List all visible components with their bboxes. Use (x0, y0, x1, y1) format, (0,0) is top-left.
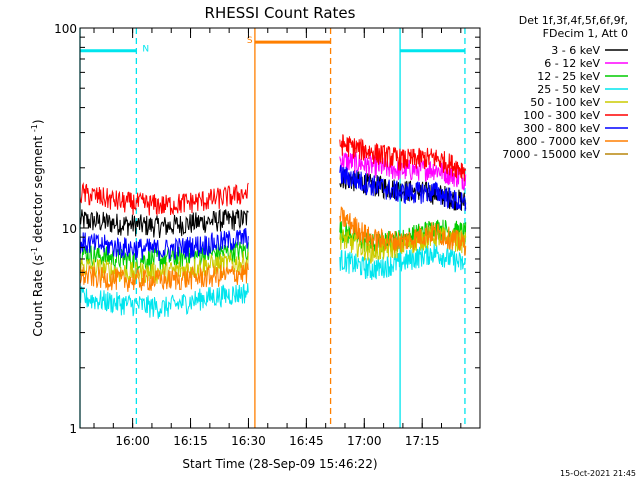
legend-header-line2: FDecim 1, Att 0 (543, 27, 628, 40)
series-line (339, 225, 467, 264)
legend-label: 7000 - 15000 keV (502, 148, 600, 161)
y-axis-ticks: 1 10 100 (54, 22, 480, 436)
series-line (339, 206, 467, 256)
legend-label: 6 - 12 keV (544, 57, 600, 70)
x-tick-label: 16:30 (231, 434, 266, 448)
x-tick-label: 16:00 (115, 434, 150, 448)
interval-lines (79, 28, 466, 428)
y-axis-label-exponent-2: -1 (30, 124, 39, 132)
legend-label: 3 - 6 keV (551, 44, 600, 57)
x-tick-label: 17:15 (405, 434, 440, 448)
chart-title: RHESSI Count Rates (205, 4, 356, 22)
series-line (79, 283, 249, 319)
y-tick-label: 100 (54, 22, 77, 36)
series-line (339, 164, 467, 212)
x-tick-label: 16:15 (173, 434, 208, 448)
x-tick-label: 17:00 (347, 434, 382, 448)
y-tick-label: 10 (62, 222, 77, 236)
y-tick-label: 1 (69, 422, 77, 436)
legend-label: 800 - 7000 keV (516, 135, 600, 148)
legend-label: 50 - 100 keV (530, 96, 600, 109)
series-line (339, 134, 467, 182)
y-axis-label-exponent: -1 (30, 247, 39, 255)
series-line (79, 208, 249, 239)
y-axis-label: Count Rate (s-1 detector segment -1) (30, 119, 45, 336)
timestamp-footer: 15-Oct-2021 21:45 (560, 469, 636, 478)
x-tick-label: 16:45 (289, 434, 324, 448)
series-layer (79, 134, 467, 319)
x-axis-label: Start Time (28-Sep-09 15:46:22) (182, 457, 377, 471)
legend-label: 25 - 50 keV (537, 83, 600, 96)
legend-label: 300 - 800 keV (523, 122, 600, 135)
series-line (339, 151, 467, 191)
series-line (79, 227, 249, 262)
flag-label: N (142, 45, 149, 55)
x-axis-ticks: 16:00 16:15 16:30 16:45 17:00 17:15 (93, 28, 462, 448)
series-line (79, 262, 249, 292)
y-axis-label-main: Count Rate (s (31, 255, 45, 337)
series-line (79, 182, 249, 216)
series-line (339, 243, 467, 280)
flag-bars: NS (80, 36, 465, 55)
series-line (79, 251, 249, 284)
y-axis-label-end: ) (31, 119, 45, 124)
y-axis-label-close: detector segment (31, 136, 45, 247)
legend-label: 12 - 25 keV (537, 70, 600, 83)
legend-label: 100 - 300 keV (523, 109, 600, 122)
flag-label: S (247, 36, 253, 46)
legend-header-line1: Det 1f,3f,4f,5f,6f,9f, (519, 14, 628, 27)
